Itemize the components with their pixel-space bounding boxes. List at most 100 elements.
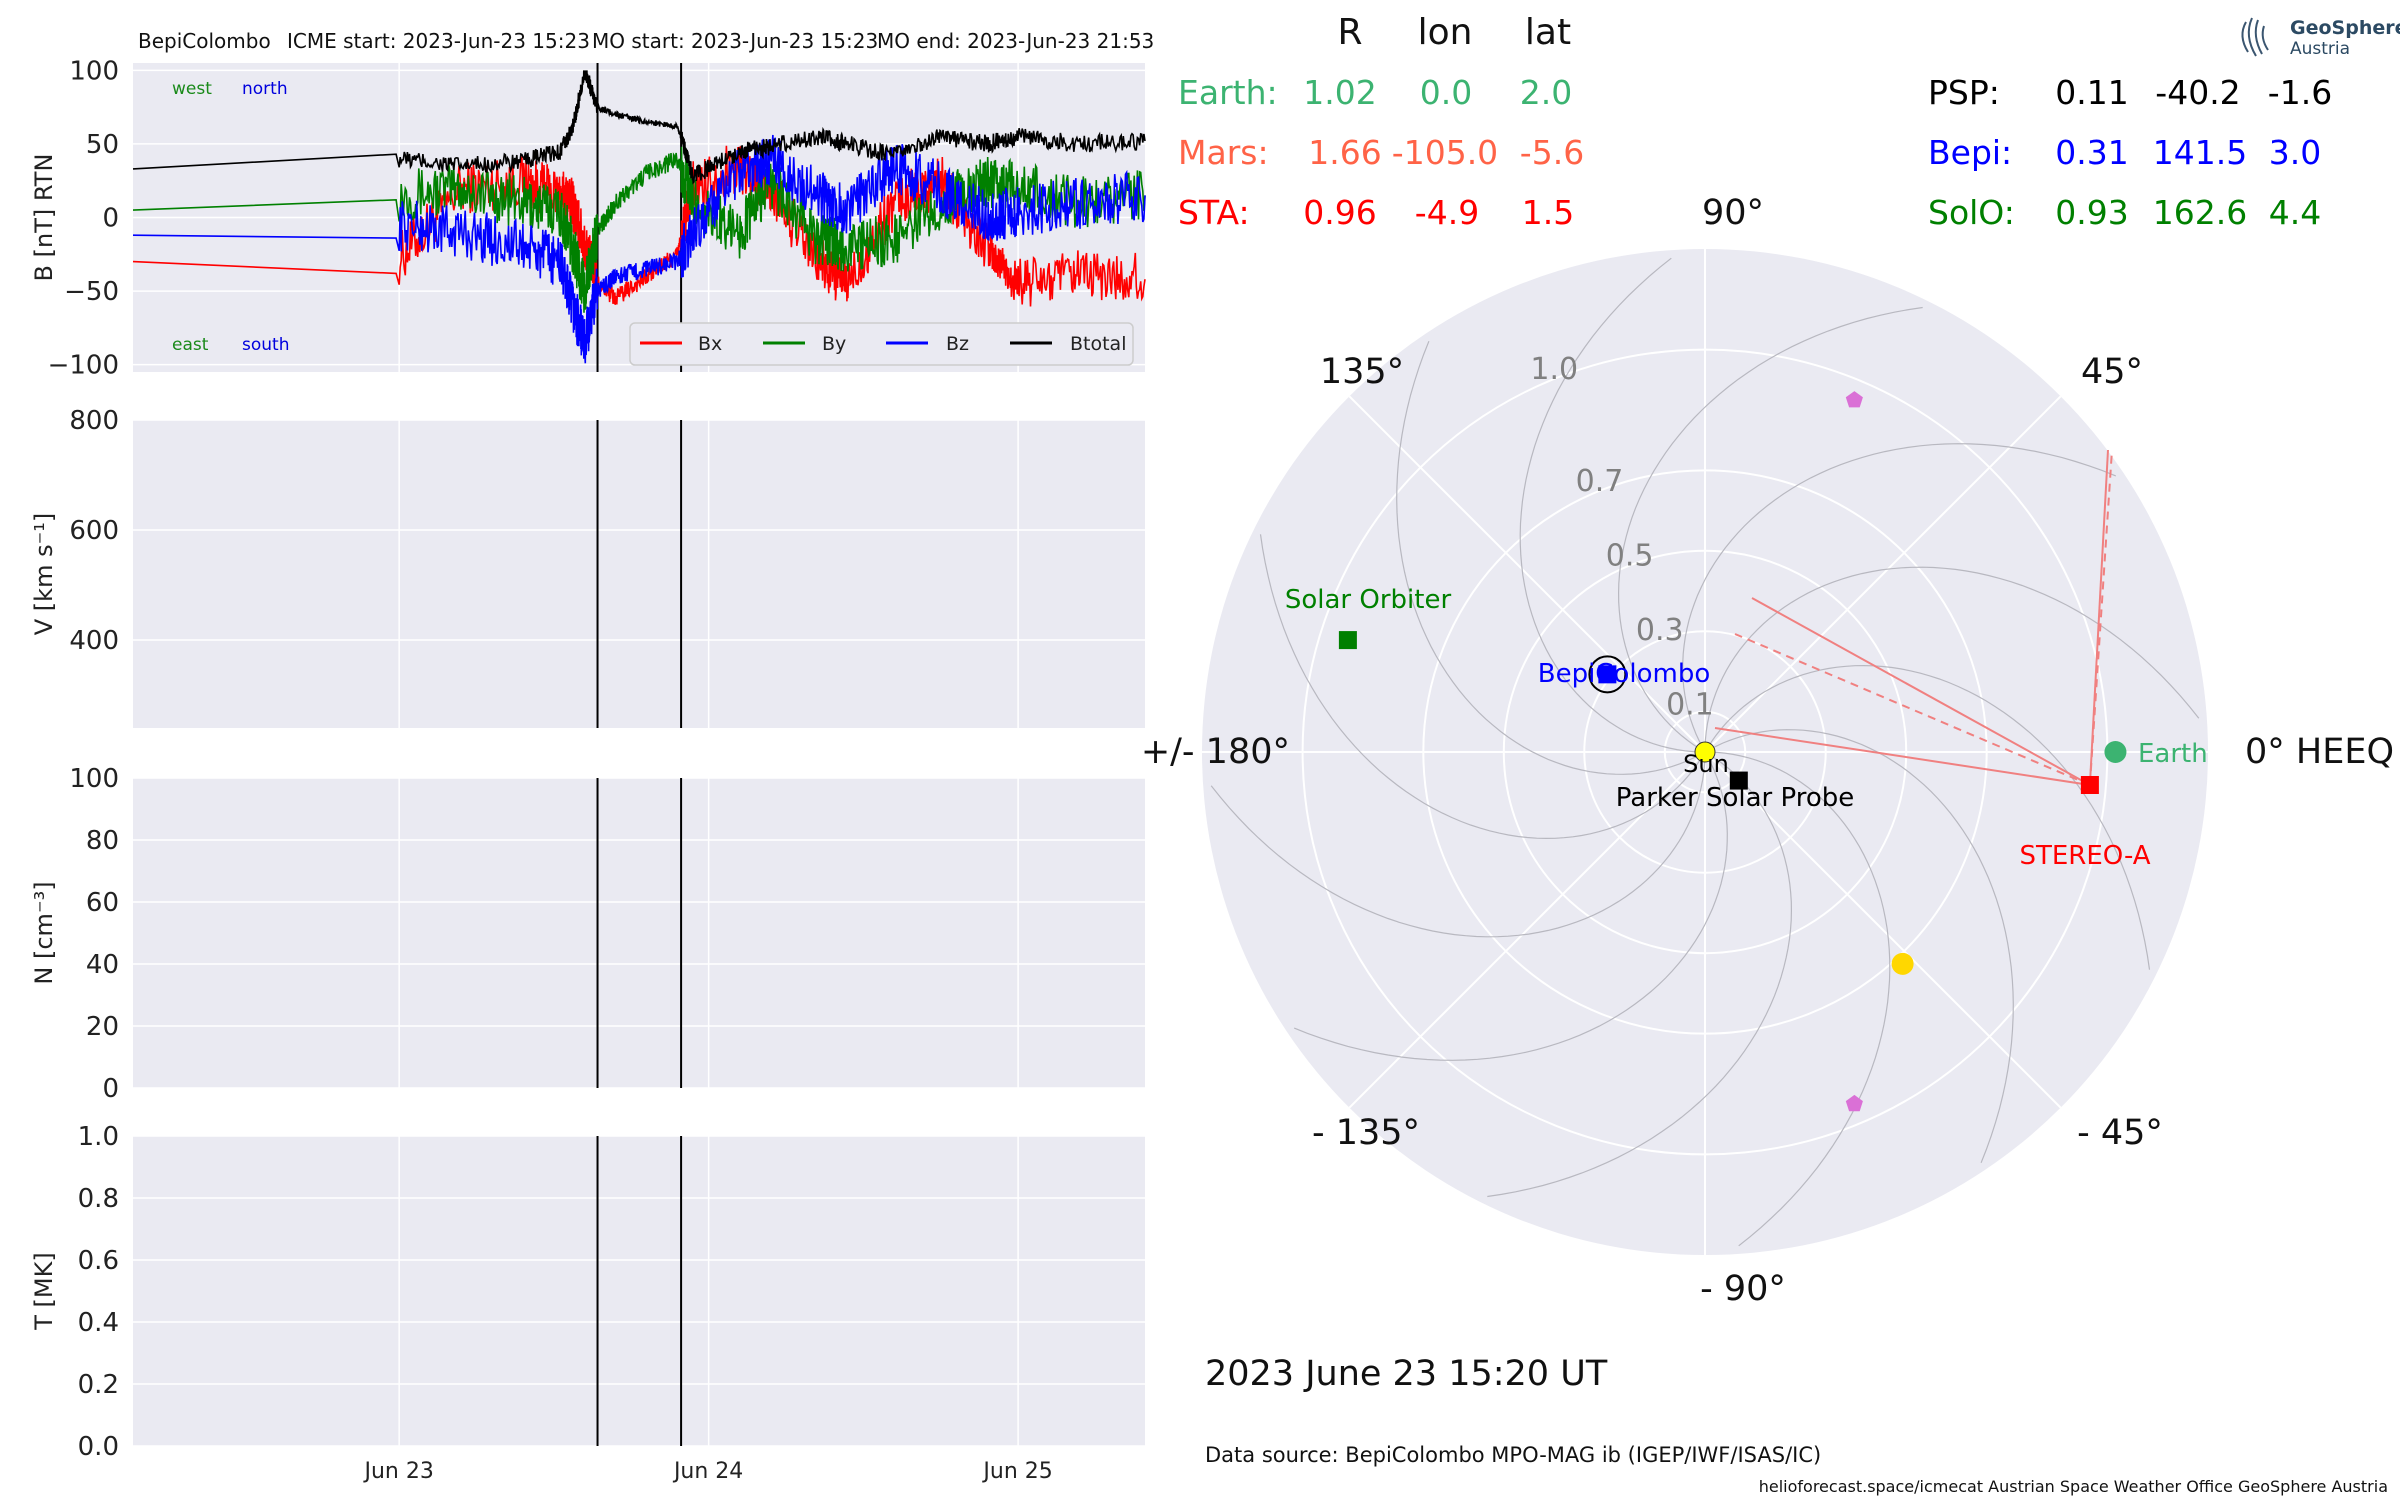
body-solar-orbiter	[1338, 631, 1357, 650]
row-earth-r: 1.02	[1303, 73, 1376, 112]
plot-date: 2023 June 23 15:20 UT	[1205, 1354, 1608, 1394]
y-tick-label: 0.4	[78, 1308, 119, 1338]
x-tick-label: Jun 25	[981, 1459, 1052, 1484]
row-bepi-lat: 3.0	[2269, 133, 2321, 172]
row-bepi-label: Bepi:	[1928, 133, 2012, 172]
angular-grid-line	[1704, 395, 2062, 753]
panel-N	[133, 778, 1145, 1088]
y-tick-label: 20	[86, 1012, 119, 1042]
y-tick-label: 400	[69, 626, 119, 656]
geosphere-logo: GeoSphere Austria	[2241, 17, 2400, 59]
y-tick-label: −50	[64, 277, 119, 307]
label-west: west	[172, 79, 212, 99]
radial-tick-label: 1.0	[1530, 352, 1578, 387]
legend-by: By	[822, 333, 846, 355]
y-tick-label: −100	[48, 351, 119, 381]
row-earth-label: Earth:	[1178, 73, 1278, 112]
body-sun	[1694, 741, 1716, 763]
label-sun: Sun	[1683, 750, 1729, 778]
angular-grid-line	[1704, 751, 2062, 1109]
parker-spiral	[1259, 534, 1704, 840]
legend-bx: Bx	[698, 333, 722, 355]
legend-btotal: Btotal	[1070, 333, 1126, 355]
stereo-a-view-line	[1751, 597, 2091, 786]
body-stereo-a	[2080, 775, 2099, 794]
col-header-lat: lat	[1525, 12, 1571, 53]
label-solar-orbiter: Solar Orbiter	[1285, 585, 1452, 615]
parker-spiral	[1210, 755, 1706, 938]
header-spacecraft: BepiColombo	[138, 29, 271, 53]
angular-grid-line	[1348, 395, 1706, 753]
parker-spiral	[1682, 443, 2117, 749]
stereo-a-view-line	[2088, 449, 2109, 786]
header-icme-start: ICME start: 2023-Jun-23 15:23	[287, 29, 590, 53]
y-tick-label: 100	[69, 56, 119, 86]
row-bepi-lon: 141.5	[2153, 133, 2247, 172]
label-north: north	[242, 79, 288, 99]
x-tick-label: Jun 24	[672, 1459, 743, 1484]
b-legend: Bx By Bz Btotal	[629, 322, 1134, 366]
y-tick-label: 0.2	[78, 1370, 119, 1400]
y-tick-label: 600	[69, 516, 119, 546]
parker-spiral	[1487, 753, 1793, 1198]
label-east: east	[172, 335, 209, 355]
y-tick-label: 0	[102, 204, 119, 234]
stereo-a-view-line	[1714, 727, 2091, 786]
body-earth	[2104, 741, 2127, 763]
y-tick-label: 1.0	[78, 1122, 119, 1152]
logo-swirl-icon	[2241, 17, 2269, 57]
position-table: R lon lat Earth: 1.02 0.0 2.0 Mars: 1.66…	[1178, 12, 2332, 232]
row-sta-lon: -4.9	[1415, 193, 1479, 232]
polar-position-plot: 1.0 0.7 0.5 0.3 0.1 Earth STEREO-A BepiColombo S…	[1202, 249, 2208, 1255]
y-axis-label: T [MK]	[30, 1252, 58, 1330]
row-mars-lat: -5.6	[1520, 133, 1584, 172]
y-tick-label: 0	[102, 1074, 119, 1104]
label-bepicolombo: BepiColombo	[1538, 659, 1711, 689]
header-mo-start: MO start: 2023-Jun-23 15:23	[592, 29, 878, 53]
label-stereo-a: STEREO-A	[2019, 841, 2150, 871]
radial-tick-label: 0.7	[1576, 464, 1624, 499]
y-tick-label: 0.0	[78, 1432, 119, 1462]
row-mars-label: Mars:	[1178, 133, 1269, 172]
row-solo-r: 0.93	[2055, 193, 2128, 232]
body-venus	[1891, 952, 1914, 975]
bepicolombo-marker-ring	[1588, 655, 1627, 694]
series-bz	[132, 134, 1146, 364]
parker-spiral	[1704, 566, 2200, 749]
x-tick-label: Jun 23	[362, 1459, 433, 1484]
label-south: south	[242, 335, 289, 355]
row-psp-lon: -40.2	[2155, 73, 2240, 112]
row-earth-lon: 0.0	[1420, 73, 1472, 112]
y-tick-label: 50	[86, 130, 119, 160]
y-axis-label: N [cm⁻³]	[30, 881, 58, 984]
parker-spiral	[1708, 751, 1891, 1247]
row-psp-label: PSP:	[1928, 73, 2000, 112]
row-bepi-r: 0.31	[2055, 133, 2128, 172]
row-solo-label: SolO:	[1928, 193, 2015, 232]
body-planet-b	[1845, 1094, 1863, 1112]
legend-bz: Bz	[946, 333, 969, 355]
parker-spiral	[1396, 340, 1702, 775]
panel-V	[133, 420, 1145, 728]
row-psp-r: 0.11	[2055, 73, 2128, 112]
row-sta-lat: 1.5	[1522, 193, 1574, 232]
magnetic-field-series	[132, 70, 1146, 364]
row-solo-lat: 4.4	[2269, 193, 2321, 232]
y-tick-label: 40	[86, 950, 119, 980]
y-tick-label: 60	[86, 888, 119, 918]
header-mo-end: MO end: 2023-Jun-23 21:53	[877, 29, 1154, 53]
angle-label-minus90: - 90°	[1700, 1269, 1786, 1309]
angle-label-0: 0° HEEQ	[2245, 732, 2394, 772]
angle-label-minus45: - 45°	[2077, 1113, 2163, 1153]
row-sta-label: STA:	[1178, 193, 1250, 232]
parker-spiral	[1293, 755, 1728, 1061]
data-source: Data source: BepiColombo MPO-MAG ib (IGE…	[1205, 1443, 1821, 1467]
label-parker-solar-probe: Parker Solar Probe	[1616, 783, 1854, 813]
y-tick-label: 0.6	[78, 1246, 119, 1276]
logo-name: GeoSphere	[2290, 17, 2400, 39]
radial-tick-label: 0.1	[1666, 688, 1714, 723]
logo-sub: Austria	[2290, 39, 2350, 59]
row-mars-lon: -105.0	[1392, 133, 1498, 172]
